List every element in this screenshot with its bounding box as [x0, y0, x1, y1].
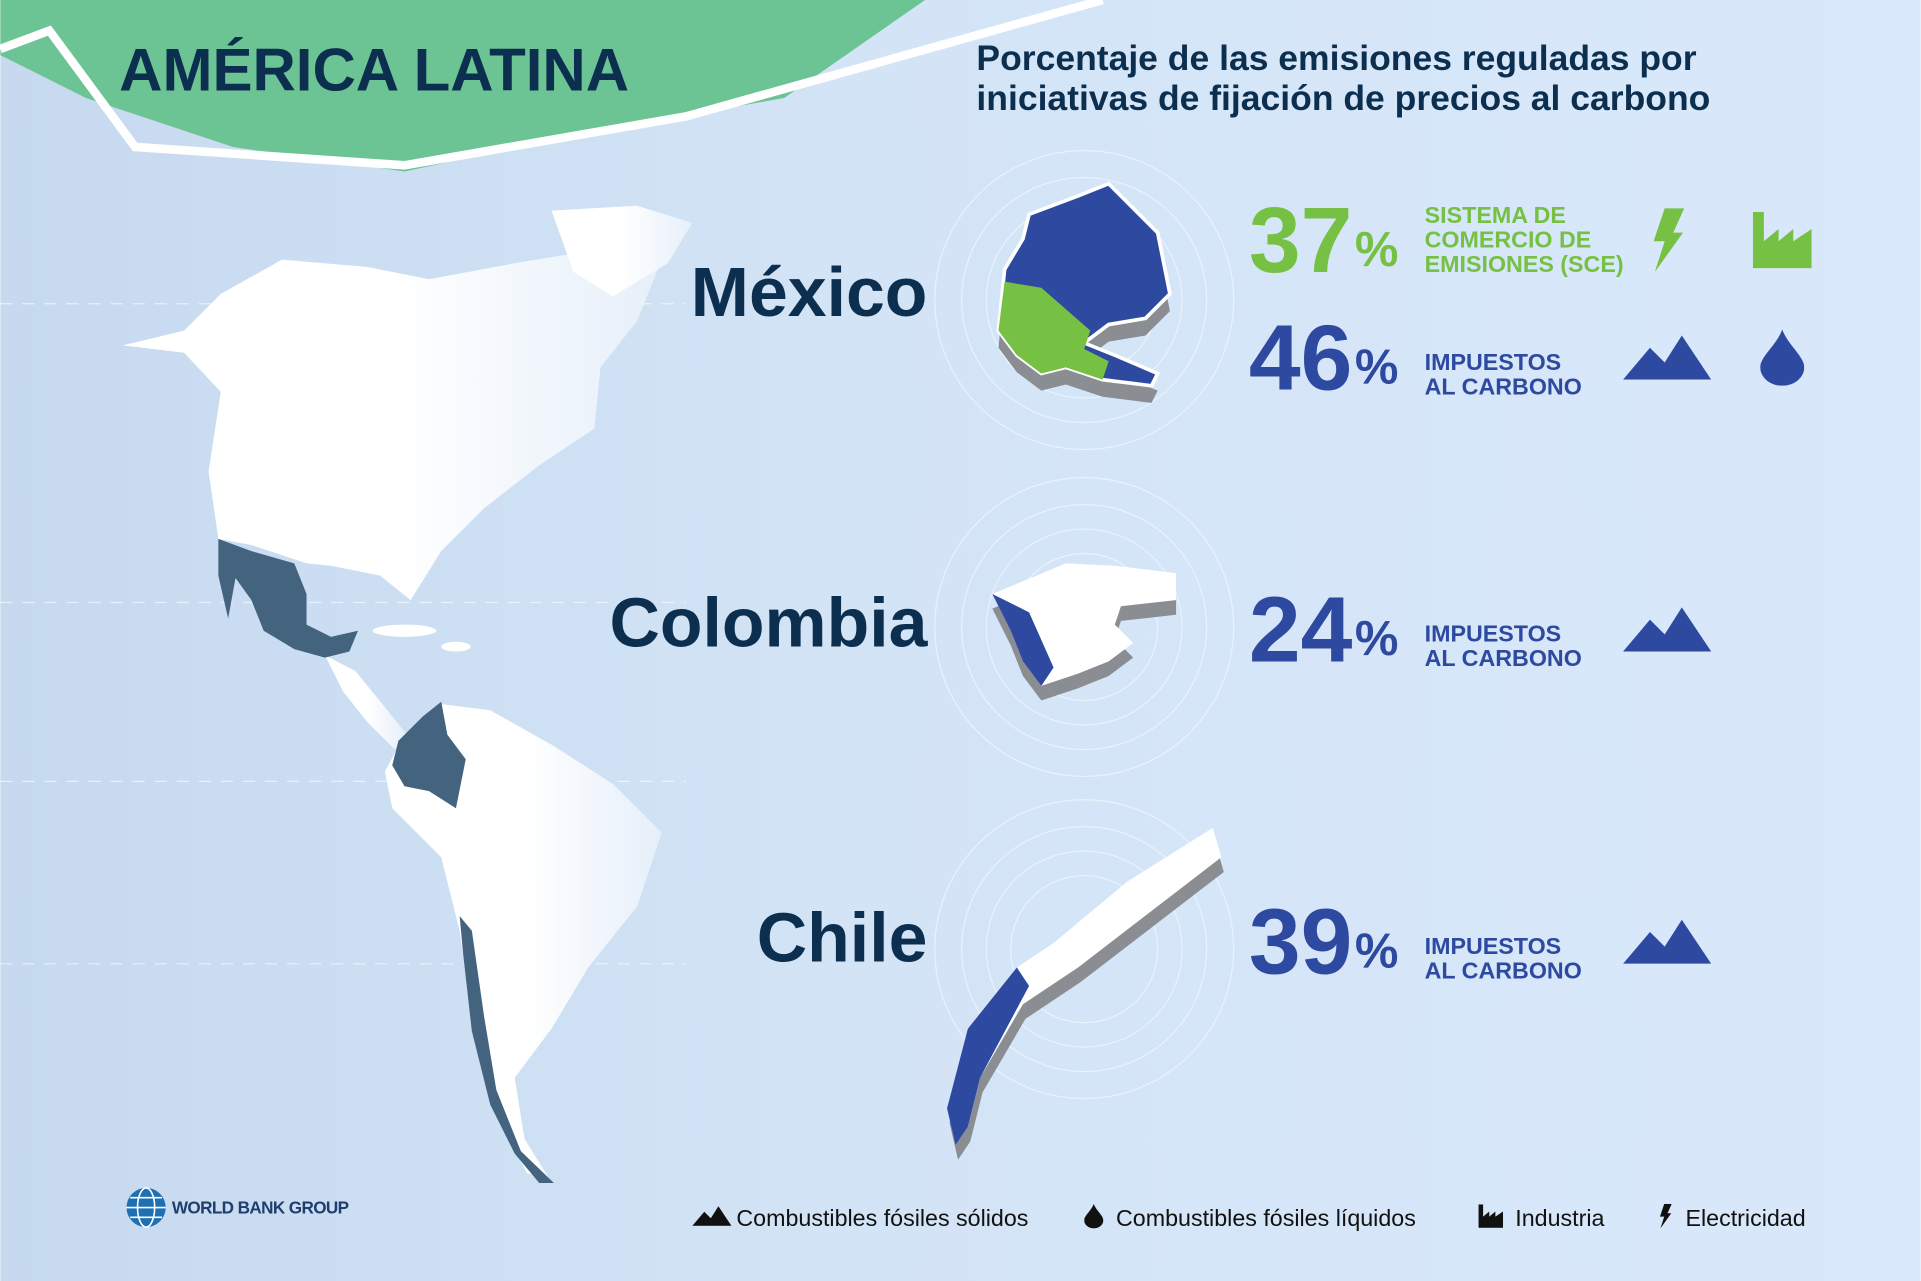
logo-text: WORLD BANK GROUP — [172, 1198, 349, 1218]
instrument-label: IMPUESTOS — [1425, 933, 1562, 959]
percent-sign: % — [1355, 612, 1399, 666]
subtitle: iniciativas de fijación de precios al ca… — [976, 78, 1710, 118]
instrument-label: AL CARBONO — [1425, 645, 1582, 671]
chile-3d — [947, 827, 1224, 1160]
instrument-label: EMISIONES (SCE) — [1425, 251, 1624, 277]
instrument-label: SISTEMA DE — [1425, 202, 1566, 228]
instrument-label: COMERCIO DE — [1425, 226, 1592, 252]
percentage: 46 — [1249, 305, 1353, 409]
legend-label: Industria — [1515, 1205, 1604, 1231]
instrument-label: AL CARBONO — [1425, 373, 1582, 399]
mexico-3d — [996, 181, 1172, 403]
banner — [0, 0, 925, 172]
country-name: Colombia — [609, 584, 928, 662]
percent-sign: % — [1355, 924, 1399, 978]
instrument-label: IMPUESTOS — [1425, 621, 1562, 647]
country-name: México — [691, 253, 928, 331]
legend-label: Electricidad — [1686, 1205, 1806, 1231]
subtitle: Porcentaje de las emisiones reguladas po… — [976, 38, 1696, 78]
legend-label: Combustibles fósiles líquidos — [1116, 1205, 1416, 1231]
instrument-label: IMPUESTOS — [1425, 349, 1562, 375]
colombia-3d — [992, 563, 1177, 701]
logo: WORLD BANK GROUP — [126, 1187, 349, 1228]
percentage: 39 — [1249, 890, 1353, 994]
rings — [934, 150, 1235, 1100]
percentage: 37 — [1249, 188, 1353, 292]
percentage: 24 — [1249, 577, 1353, 681]
title: AMÉRICA LATINA — [119, 37, 629, 104]
legend-label: Combustibles fósiles sólidos — [736, 1205, 1028, 1231]
percent-sign: % — [1355, 223, 1399, 277]
instrument-label: AL CARBONO — [1425, 958, 1582, 984]
percent-sign: % — [1355, 340, 1399, 394]
country-name: Chile — [757, 898, 928, 976]
banner-line — [0, 0, 1104, 170]
map — [122, 205, 693, 1184]
